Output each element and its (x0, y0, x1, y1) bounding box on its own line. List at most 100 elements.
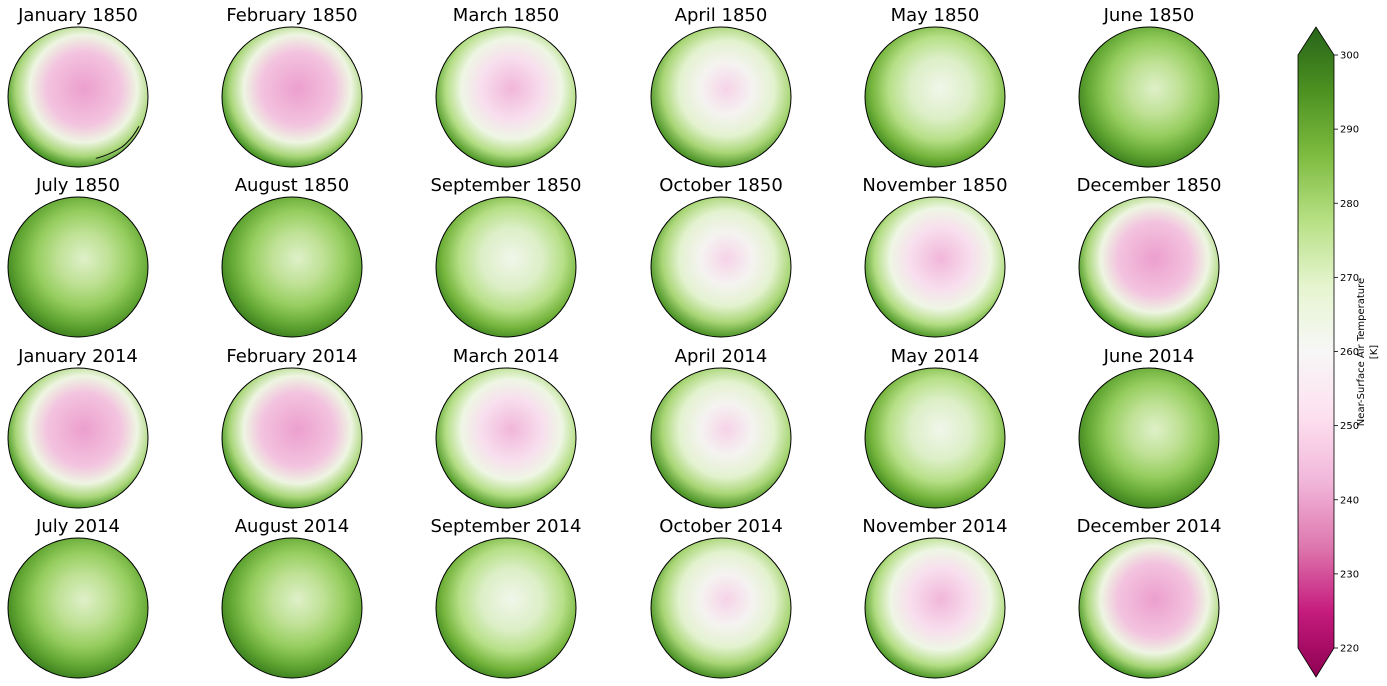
globe-outline (7, 196, 149, 338)
colorbar-ticks: 220 230 240 250 260 270 280 290 300 (1334, 51, 1359, 655)
colorbar-tick-label: 240 (1340, 495, 1359, 506)
map-panel: July 1850 (7, 175, 149, 338)
map-panel: March 2014 (435, 346, 577, 509)
globe-disc (8, 197, 148, 337)
map-panel: September 2014 (430, 516, 582, 679)
map-panels: January 1850 February 1850 March 1850 April… (7, 5, 1222, 679)
panel-title: December 2014 (1077, 516, 1222, 537)
map-panel: May 1850 (864, 5, 1006, 168)
map-panel: April 1850 (650, 5, 792, 168)
globe-outline (864, 26, 1006, 168)
map-panel: April 2014 (650, 346, 792, 509)
globe-outline (650, 537, 792, 679)
map-panel: February 2014 (221, 346, 363, 509)
panel-title: February 2014 (226, 346, 357, 367)
globe-disc (222, 197, 362, 337)
panel-title: October 2014 (659, 516, 783, 537)
globe-outline (864, 196, 1006, 338)
globe-outline (435, 196, 577, 338)
panel-title: August 2014 (235, 516, 350, 537)
globe-disc (865, 538, 1005, 678)
globe-disc (1079, 197, 1219, 337)
globe-outline (7, 537, 149, 679)
panel-title: June 2014 (1103, 346, 1195, 367)
globe-disc (865, 368, 1005, 508)
panel-title: July 2014 (35, 516, 120, 537)
colorbar-label: Near-Surface Air Temperature (1356, 278, 1367, 426)
panel-title: December 1850 (1077, 175, 1222, 196)
globe-outline (1078, 26, 1220, 168)
globe-disc (222, 538, 362, 678)
globe-disc (1079, 538, 1219, 678)
colorbar-tick-label: 260 (1340, 347, 1359, 358)
globe-disc (651, 368, 791, 508)
globe-outline (650, 367, 792, 509)
panel-title: October 1850 (659, 175, 783, 196)
map-panel: July 2014 (7, 516, 149, 679)
globe-outline (221, 26, 363, 168)
panel-title: November 1850 (862, 175, 1007, 196)
globe-disc (651, 27, 791, 167)
colorbar-unit: [K] (1369, 345, 1380, 359)
globe-outline (1078, 367, 1220, 509)
map-panel: June 1850 (1078, 5, 1220, 168)
globe-disc (8, 27, 148, 167)
panel-title: July 1850 (35, 175, 120, 196)
globe-disc (222, 27, 362, 167)
panel-title: March 1850 (453, 5, 559, 26)
map-panel: June 2014 (1078, 346, 1220, 509)
globe-disc (436, 27, 576, 167)
map-panel: March 1850 (435, 5, 577, 168)
map-panel: November 1850 (862, 175, 1008, 338)
globe-disc (436, 368, 576, 508)
map-panel: February 1850 (221, 5, 363, 168)
map-panel: October 2014 (650, 516, 792, 679)
globe-disc (1079, 27, 1219, 167)
globe-outline (650, 196, 792, 338)
panel-title: February 1850 (226, 5, 357, 26)
globe-disc (8, 368, 148, 508)
map-panel: August 2014 (221, 516, 363, 679)
colorbar-tick-label: 290 (1340, 125, 1359, 136)
globe-outline (7, 367, 149, 509)
globe-outline (864, 537, 1006, 679)
panel-title: April 2014 (675, 346, 768, 367)
globe-outline (1078, 196, 1220, 338)
globe-disc (865, 27, 1005, 167)
panel-title: September 1850 (430, 175, 581, 196)
globe-outline (221, 367, 363, 509)
map-panel: January 1850 (7, 5, 149, 168)
panel-title: May 2014 (891, 346, 980, 367)
panel-title: January 1850 (17, 5, 138, 26)
globe-outline (864, 367, 1006, 509)
globe-outline (435, 26, 577, 168)
panel-title: June 1850 (1103, 5, 1195, 26)
map-panel: November 2014 (862, 516, 1008, 679)
map-panel: December 1850 (1077, 175, 1222, 338)
globe-disc (436, 197, 576, 337)
globe-disc (1079, 368, 1219, 508)
globe-disc (436, 538, 576, 678)
globe-outline (435, 367, 577, 509)
globe-outline (221, 196, 363, 338)
panel-title: November 2014 (862, 516, 1007, 537)
globe-outline (435, 537, 577, 679)
panel-title: March 2014 (453, 346, 559, 367)
colorbar-gradient (1297, 26, 1335, 678)
colorbar-tick-label: 230 (1340, 569, 1359, 580)
globe-disc (865, 197, 1005, 337)
colorbar-tick-label: 220 (1340, 644, 1359, 655)
panel-title: May 1850 (891, 5, 980, 26)
map-panel: December 2014 (1077, 516, 1222, 679)
colorbar-tick-label: 270 (1340, 273, 1359, 284)
panel-title: August 1850 (235, 175, 350, 196)
panel-title: January 2014 (17, 346, 138, 367)
globe-outline (7, 26, 149, 168)
map-panel: January 2014 (7, 346, 149, 509)
globe-outline (221, 537, 363, 679)
colorbar-tick-label: 300 (1340, 51, 1359, 62)
globe-outline (1078, 537, 1220, 679)
colorbar-tick-label: 250 (1340, 421, 1359, 432)
globe-outline (650, 26, 792, 168)
